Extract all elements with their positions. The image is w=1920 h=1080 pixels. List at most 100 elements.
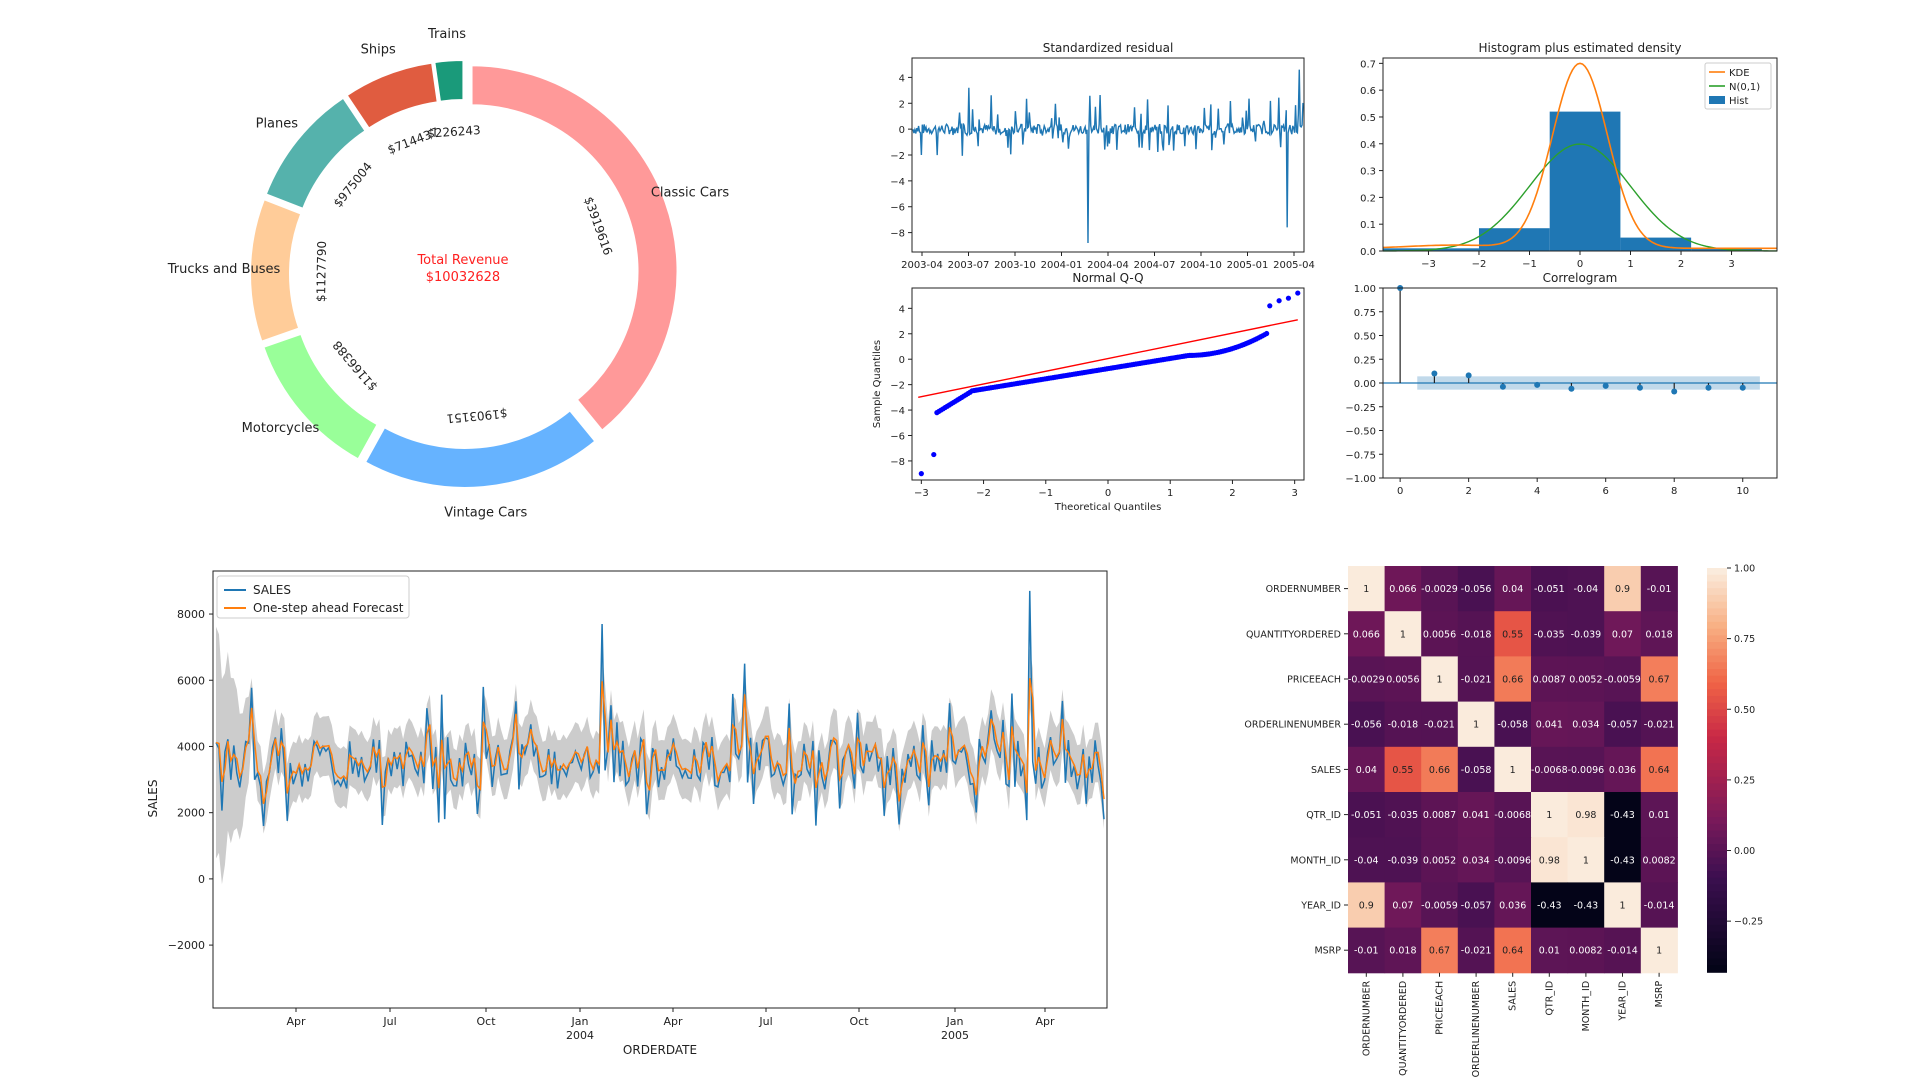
heatmap-cell-value: -0.018 bbox=[1388, 720, 1419, 731]
x-tick-label: 0 bbox=[1577, 259, 1583, 270]
heatmap-cell bbox=[1457, 701, 1495, 748]
acf-marker bbox=[1431, 370, 1438, 377]
slice-value-label: $1166388 bbox=[330, 338, 380, 394]
x-tick-label: 1 bbox=[1167, 488, 1173, 499]
slice-label: Trucks and Buses bbox=[167, 262, 281, 277]
heatmap-cell bbox=[1567, 927, 1605, 974]
y-tick-label: −0.75 bbox=[1345, 450, 1376, 461]
x-tick-label: Jul bbox=[758, 1015, 772, 1028]
y-tick-label: 0 bbox=[198, 873, 205, 886]
heatmap-cell bbox=[1494, 611, 1532, 657]
heatmap-cell bbox=[1384, 837, 1422, 883]
center-total: $10032628 bbox=[426, 270, 500, 285]
heatmap-cell-value: 0.018 bbox=[1389, 946, 1416, 957]
colorbar-segment bbox=[1707, 628, 1727, 637]
heatmap-cell bbox=[1604, 746, 1642, 793]
colorbar-segment bbox=[1707, 642, 1727, 650]
heatmap-cell bbox=[1531, 566, 1569, 612]
heatmap-cell bbox=[1421, 927, 1459, 974]
x-tick-label: Oct bbox=[476, 1015, 496, 1028]
y-tick-label: 0.00 bbox=[1354, 379, 1376, 390]
heatmap-cell bbox=[1348, 792, 1386, 838]
heatmap-cell bbox=[1494, 656, 1532, 703]
row-label: QUANTITYORDERED bbox=[1246, 629, 1341, 640]
heatmap-cell-value: -0.057 bbox=[1461, 901, 1492, 912]
kde-line bbox=[1382, 62, 1777, 250]
x-tick-label: Jan bbox=[946, 1015, 964, 1028]
legend-box bbox=[216, 575, 410, 619]
plot-frame bbox=[911, 57, 1305, 253]
qq-point bbox=[918, 471, 924, 477]
heatmap-cell-value: -0.056 bbox=[1351, 720, 1382, 731]
heatmap-cell-value: 0.036 bbox=[1609, 765, 1636, 776]
heatmap-cell bbox=[1348, 746, 1386, 793]
correlation-heatmap: 1 0.066 -0.0029 -0.056 0.04 -0.051 -0.04 0.9 -0.… bbox=[1244, 564, 1763, 1078]
chart-title: Correlogram bbox=[1543, 271, 1618, 285]
heatmap-cell-value: -0.04 bbox=[1574, 584, 1599, 595]
heatmap-cell-value: 0.64 bbox=[1649, 765, 1670, 776]
x-tick-label: Oct bbox=[849, 1015, 869, 1028]
heatmap-cell-value: -0.058 bbox=[1497, 720, 1528, 731]
heatmap-cell bbox=[1457, 792, 1495, 838]
heatmap-cell bbox=[1421, 837, 1459, 883]
heatmap-cell-value: -0.0059 bbox=[1421, 901, 1458, 912]
qq-point bbox=[1264, 330, 1270, 337]
x-tick-label: 3 bbox=[1291, 488, 1297, 499]
heatmap-cell bbox=[1348, 701, 1386, 748]
acf-marker bbox=[1636, 384, 1643, 391]
qq-point bbox=[1295, 290, 1301, 296]
heatmap-cell-value: 1 bbox=[1436, 675, 1442, 686]
heatmap-cell-value: -0.057 bbox=[1607, 720, 1638, 731]
legend-label: One-step ahead Forecast bbox=[253, 601, 404, 615]
row-label: MSRP bbox=[1314, 946, 1341, 957]
heatmap-cell-value: -0.0029 bbox=[1421, 584, 1458, 595]
y-tick-label: 0.0 bbox=[1360, 247, 1376, 258]
colorbar-segment bbox=[1707, 763, 1727, 771]
heatmap-cell-value: 0.07 bbox=[1612, 629, 1633, 640]
heatmap-cell-value: 1 bbox=[1656, 946, 1662, 957]
row-label: ORDERNUMBER bbox=[1266, 584, 1342, 595]
colorbar-segment bbox=[1707, 749, 1727, 758]
normal-density-line bbox=[1382, 143, 1778, 252]
legend-label: N(0,1) bbox=[1729, 82, 1760, 93]
row-label: MONTH_ID bbox=[1290, 855, 1341, 866]
heatmap-cell-value: -0.43 bbox=[1537, 901, 1562, 912]
chart-title: Standardized residual bbox=[1043, 41, 1174, 55]
heatmap-cell bbox=[1531, 837, 1569, 883]
colorbar-segment bbox=[1707, 722, 1727, 731]
y-tick-label: −8 bbox=[890, 229, 905, 240]
forecast-line bbox=[215, 678, 1105, 805]
heatmap-cell-value: 0.67 bbox=[1429, 946, 1450, 957]
heatmap-cell-value: -0.014 bbox=[1644, 901, 1675, 912]
y-tick-label: −6 bbox=[890, 431, 905, 442]
colorbar-segment bbox=[1707, 850, 1727, 859]
slice-label: Trains bbox=[427, 27, 466, 42]
heatmap-cell bbox=[1384, 656, 1422, 703]
x-tick-label: 1 bbox=[1627, 259, 1633, 270]
heatmap-cell-value: 0.67 bbox=[1649, 675, 1670, 686]
colorbar-segment bbox=[1707, 823, 1727, 832]
heatmap-cell-value: -0.021 bbox=[1644, 720, 1675, 731]
colorbar-segment bbox=[1707, 810, 1727, 818]
heatmap-cell-value: 1 bbox=[1510, 765, 1516, 776]
normal-qq-chart: Normal Q-Q 4 2 0 −2 −4 −6 −8 −3 −2 −1 0 1 2 3 Theoretic… bbox=[872, 271, 1305, 513]
column-label: YEAR_ID bbox=[1618, 981, 1629, 1022]
heatmap-cell-value: -0.039 bbox=[1388, 855, 1419, 866]
x-tick-label: Apr bbox=[663, 1015, 683, 1028]
chart-title: Normal Q-Q bbox=[1072, 271, 1143, 285]
heatmap-cell bbox=[1567, 746, 1605, 793]
x-tick-year-label: 2004 bbox=[566, 1029, 594, 1042]
heatmap-cell bbox=[1640, 611, 1678, 657]
colorbar-tick-label: 0.00 bbox=[1734, 846, 1755, 857]
y-tick-label: 4 bbox=[899, 73, 905, 84]
colorbar-segment bbox=[1707, 776, 1727, 785]
row-label: PRICEEACH bbox=[1287, 675, 1341, 686]
y-tick-label: 2000 bbox=[177, 807, 205, 820]
heatmap-cell bbox=[1384, 566, 1422, 612]
heatmap-cell-value: -0.039 bbox=[1571, 629, 1602, 640]
x-tick-label: Jan bbox=[571, 1015, 589, 1028]
donut-slice bbox=[345, 61, 439, 130]
slice-value-label: $1127790 bbox=[314, 241, 329, 302]
legend: KDE N(0,1) Hist bbox=[1704, 62, 1772, 110]
heatmap-cell bbox=[1457, 566, 1495, 612]
